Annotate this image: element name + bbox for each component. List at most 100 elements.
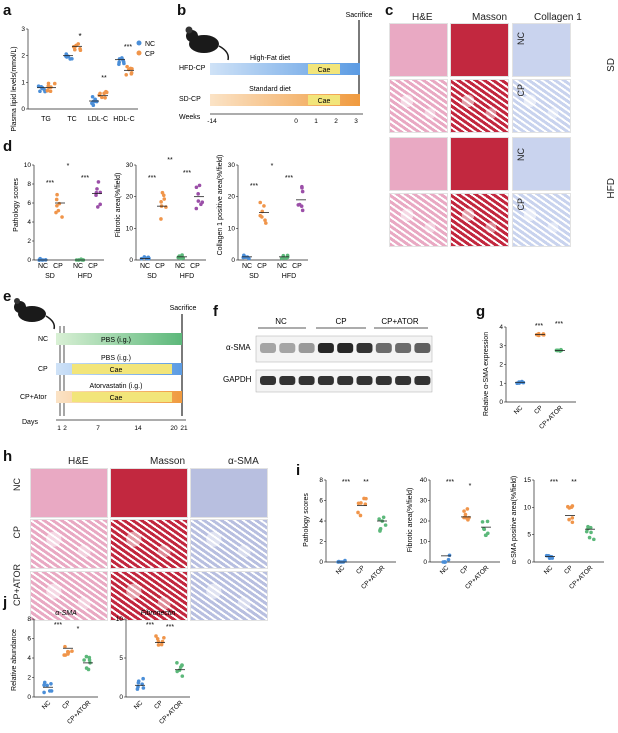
sig-ldl: ** [101, 75, 107, 82]
data-point [49, 681, 53, 686]
svg-text:***: *** [285, 175, 293, 182]
histology-tile [30, 519, 108, 569]
y-tick-label: 30 [228, 162, 236, 169]
y-tick-label: 10 [116, 616, 124, 623]
svg-text:**: ** [363, 479, 369, 486]
data-point [62, 653, 66, 657]
data-point [467, 515, 471, 520]
b-tick-2: 1 [314, 118, 318, 125]
data-point [378, 528, 382, 532]
f-band-sma: α-SMA [226, 343, 251, 352]
data-point [72, 47, 77, 52]
band-sma [395, 343, 412, 353]
band-gapdh [279, 376, 296, 385]
data-point [42, 690, 46, 695]
data-point [263, 218, 267, 222]
x-tick-label: NC [41, 699, 53, 711]
e-pbs-1: PBS (i.g.) [101, 337, 131, 344]
band-sma [260, 343, 276, 353]
y-tick-label: 4 [27, 655, 31, 662]
e-cae-2: Cae [110, 395, 123, 402]
panel-g-marks [515, 331, 565, 386]
x-tick-label: CP [61, 699, 72, 710]
data-point [55, 192, 59, 197]
panel-i-charts: Pathology scores Fibrotic area(%/field) … [303, 476, 604, 591]
data-point [122, 61, 126, 66]
panel-i-axes: 0 2 4 6 8 0 10 20 30 40 0 5 10 15 [319, 477, 604, 566]
data-point [377, 517, 381, 521]
data-point [462, 509, 466, 513]
histology-tile [190, 571, 268, 621]
data-point [130, 67, 134, 71]
svg-text:***: *** [342, 479, 350, 486]
d1-ylabel: Pathology scores [13, 178, 20, 232]
data-point [66, 652, 70, 656]
data-point [52, 81, 57, 86]
i2-ylabel: Fibrotic area(%/field) [407, 488, 414, 553]
histology-tile [450, 79, 509, 133]
data-point [42, 683, 46, 687]
h-header-sma: α-SMA [228, 456, 259, 467]
data-point [258, 200, 263, 205]
h-row-cp: CP [12, 526, 22, 539]
y-tick-label: 6 [27, 200, 31, 207]
svg-text:***: *** [446, 479, 454, 486]
data-point [95, 187, 99, 191]
band-sma [356, 343, 373, 353]
data-point [136, 685, 140, 689]
legend-cp-swatch [136, 50, 142, 56]
data-point [145, 256, 150, 260]
data-point [125, 64, 129, 69]
svg-text:NC: NC [242, 263, 252, 270]
h-row-cp-ator: CP+ATOR [12, 564, 22, 606]
panel-a-axes: 0 1 2 3 TG TC LDL-C HDL-C [21, 26, 138, 123]
data-point [84, 654, 89, 659]
y-tick-label: 0 [129, 257, 133, 264]
data-point [94, 190, 99, 195]
y-tick-label: 30 [420, 498, 428, 505]
b-sd-cp-label: SD-CP [179, 96, 201, 103]
data-point [178, 665, 183, 669]
data-point [82, 658, 86, 662]
data-point [46, 81, 51, 86]
svg-text:***: *** [148, 175, 156, 182]
svg-text:NC: NC [38, 263, 48, 270]
e-day-2: 2 [63, 425, 67, 432]
i1-ylabel: Pathology scores [303, 493, 310, 547]
h-row-nc: NC [12, 478, 22, 491]
histology-tile [450, 23, 509, 77]
b-hfd-cp-label: HFD-CP [179, 65, 206, 72]
cae-box-sd [308, 95, 340, 105]
data-point [300, 189, 305, 194]
panel-label-e: e [3, 288, 12, 305]
panel-d-axes: 0 2 4 6 8 10 0 10 20 30 0 10 20 30 [24, 162, 308, 264]
panel-label-i: i [296, 462, 301, 479]
data-point [480, 520, 485, 524]
data-point [463, 512, 468, 517]
histology-tile [110, 468, 188, 518]
e-sacrifice: Sacrifice [170, 305, 197, 312]
g-sig-2: *** [555, 321, 563, 328]
histology-tile [30, 571, 108, 621]
data-point [42, 87, 47, 92]
data-point [175, 669, 179, 674]
data-point [587, 535, 592, 540]
data-point [117, 62, 121, 67]
panel-j-marks [42, 634, 185, 695]
data-point [180, 253, 184, 257]
band-gapdh [337, 376, 354, 385]
data-point [159, 642, 164, 647]
data-point [161, 193, 166, 198]
j1-title: α-SMA [55, 610, 77, 617]
c-header-he: H&E [412, 12, 433, 23]
svg-text:*: * [271, 163, 274, 170]
y-tick-label: 1 [499, 380, 503, 387]
x-tick-label: CP [563, 564, 574, 575]
y-tick-label: 10 [24, 162, 32, 169]
data-point [96, 205, 100, 209]
y-tick-label: 1 [21, 79, 25, 86]
y-tick-label: 20 [228, 194, 236, 201]
data-point [65, 55, 69, 59]
band-sma [317, 343, 334, 353]
